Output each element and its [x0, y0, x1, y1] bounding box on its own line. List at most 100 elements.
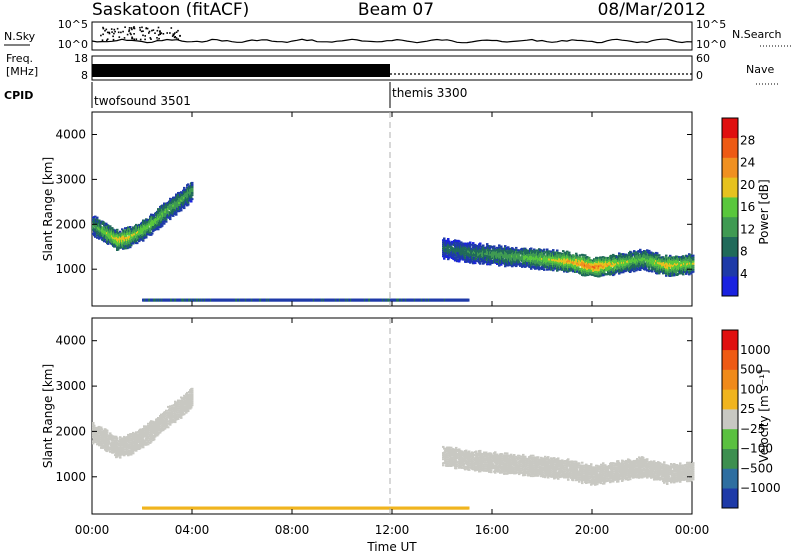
- heatmap-cell: [183, 195, 186, 197]
- y-tick-label: 4000: [55, 128, 86, 142]
- heatmap-cell: [546, 250, 549, 253]
- heatmap-cell: [628, 254, 631, 257]
- heatmap-cell: [626, 262, 629, 265]
- heatmap-cell: [147, 437, 150, 440]
- heatmap-cell: [496, 261, 499, 263]
- heatmap-cell: [610, 273, 613, 275]
- heatmap-cell: [191, 389, 194, 392]
- heatmap-cell: [109, 227, 112, 230]
- heatmap-cell: [162, 429, 165, 432]
- heatmap-cell: [491, 464, 494, 467]
- heatmap-cell: [122, 239, 125, 242]
- noise-search-dot: [110, 28, 113, 30]
- noise-search-dot: [148, 32, 150, 34]
- cpid-program-twofsound: twofsound 3501: [94, 94, 191, 108]
- heatmap-cell: [573, 255, 576, 258]
- heatmap-cell: [534, 251, 537, 254]
- heatmap-cell: [646, 249, 649, 252]
- heatmap-cell: [96, 232, 99, 235]
- heatmap-cell: [464, 254, 467, 257]
- noise-search-dot: [111, 31, 113, 33]
- heatmap-cell: [133, 237, 136, 240]
- heatmap-cell: [485, 461, 488, 464]
- noise-search-dot: [172, 34, 175, 36]
- heatmap-cell: [486, 243, 489, 246]
- heatmap-cell: [150, 217, 153, 220]
- heatmap-cell: [468, 466, 471, 469]
- power-colorbar-tick: 24: [740, 156, 755, 170]
- heatmap-cell: [150, 233, 153, 236]
- heatmap-cell: [169, 218, 172, 221]
- heatmap-cell: [644, 250, 647, 253]
- heatmap-cell: [514, 253, 517, 256]
- heatmap-cell: [474, 243, 477, 246]
- freq-left-tick-bottom: 8: [81, 69, 88, 82]
- heatmap-cell: [157, 208, 160, 211]
- heatmap-cell: [152, 435, 155, 437]
- heatmap-cell: [522, 265, 525, 268]
- heatmap-cell: [178, 204, 181, 206]
- heatmap-cell: [106, 433, 109, 436]
- heatmap-cell: [128, 447, 131, 450]
- noise-left-label: N.Sky: [4, 30, 36, 43]
- freq-bar-twofsound: [92, 64, 390, 77]
- heatmap-cell: [161, 216, 164, 219]
- heatmap-cell: [635, 251, 638, 254]
- heatmap-cell: [513, 454, 516, 456]
- heatmap-cell: [502, 461, 505, 464]
- noise-search-dot: [139, 26, 141, 29]
- heatmap-cell: [512, 248, 515, 251]
- heatmap-cell: [116, 230, 119, 233]
- power-colorbar-swatch: [722, 157, 738, 178]
- noise-left-tick-bottom: 10^0: [58, 38, 88, 51]
- heatmap-cell: [145, 236, 148, 239]
- heatmap-cell: [644, 268, 647, 271]
- heatmap-cell: [479, 449, 482, 452]
- heatmap-cell: [692, 256, 695, 259]
- heatmap-cell: [570, 263, 573, 266]
- power-colorbar-swatch: [722, 118, 738, 139]
- heatmap-cell: [506, 456, 509, 459]
- heatmap-cell: [572, 254, 575, 257]
- heatmap-cell: [621, 257, 624, 260]
- heatmap-cell: [112, 236, 115, 239]
- heatmap-cell: [518, 255, 521, 258]
- noise-search-dot: [154, 32, 156, 34]
- freq-left-tick-top: 18: [74, 52, 88, 65]
- heatmap-cell: [98, 444, 101, 447]
- heatmap-cell: [579, 256, 582, 259]
- heatmap-cell: [588, 264, 591, 267]
- heatmap-cell: [577, 266, 580, 269]
- heatmap-cell: [130, 453, 133, 456]
- heatmap-cell: [191, 190, 194, 192]
- heatmap-cell: [462, 242, 465, 245]
- heatmap-cell: [103, 226, 106, 229]
- heatmap-cell: [648, 266, 651, 269]
- heatmap-cell: [147, 431, 150, 433]
- heatmap-cell: [119, 436, 122, 439]
- heatmap-cell: [665, 254, 668, 257]
- heatmap-cell: [187, 393, 190, 396]
- heatmap-cell: [174, 421, 177, 424]
- heatmap-cell: [637, 252, 640, 255]
- heatmap-cell: [491, 460, 494, 463]
- heatmap-cell: [156, 434, 159, 437]
- heatmap-cell: [130, 244, 133, 247]
- heatmap-cell: [172, 406, 175, 409]
- heatmap-cell: [126, 448, 129, 451]
- heatmap-cell: [543, 254, 546, 257]
- heatmap-cell: [543, 268, 546, 271]
- heatmap-cell: [145, 425, 148, 428]
- y-tick-label: 2000: [55, 217, 86, 231]
- heatmap-cell: [165, 218, 168, 221]
- noise-search-dot: [102, 26, 104, 29]
- heatmap-cell: [109, 432, 112, 435]
- noise-search-dot: [160, 32, 163, 34]
- heatmap-cell: [145, 441, 148, 444]
- heatmap-cell: [448, 256, 451, 259]
- heatmap-cell: [669, 256, 672, 259]
- heatmap-cell: [135, 240, 138, 243]
- heatmap-cell: [458, 448, 461, 451]
- noise-search-dot: [139, 38, 142, 41]
